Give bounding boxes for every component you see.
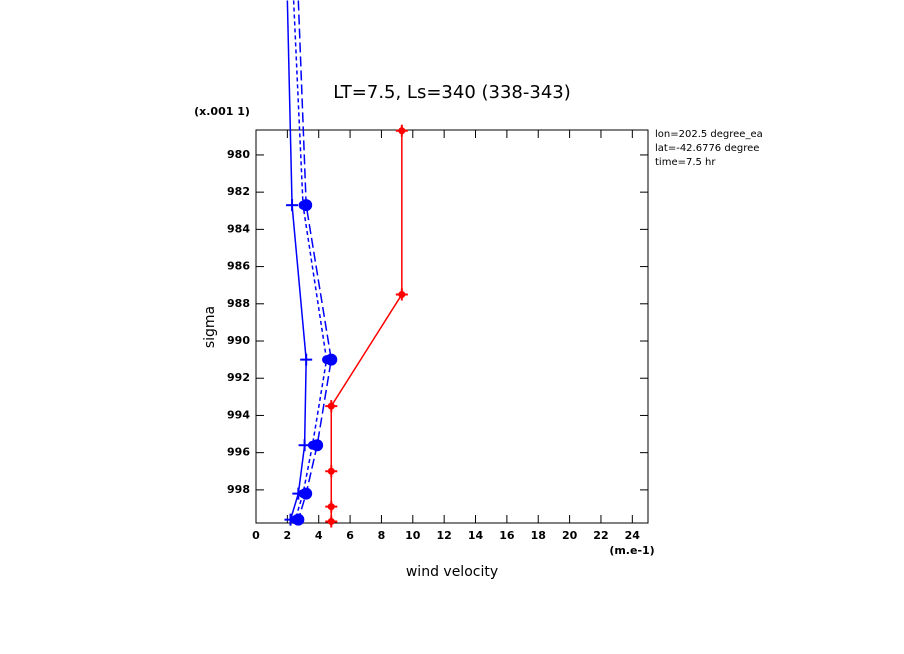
y-tick-label: 980 (227, 148, 250, 161)
y-scale-note: (x.001 1) (194, 105, 250, 118)
info-line: time=7.5 hr (655, 157, 716, 168)
plot-frame (255, 129, 649, 524)
x-tick-label: 0 (252, 529, 260, 542)
y-tick-label: 984 (227, 222, 250, 235)
x-tick-label: 24 (625, 529, 641, 542)
y-tick-label: 990 (227, 334, 250, 347)
series-line (292, 0, 328, 520)
marker (298, 489, 308, 499)
marker (322, 355, 332, 365)
y-tick-label: 994 (227, 408, 250, 421)
x-tick-label: 4 (315, 529, 323, 542)
marker (300, 353, 313, 366)
x-tick-label: 10 (405, 529, 421, 542)
y-tick-label: 998 (227, 483, 250, 496)
marker (325, 400, 338, 413)
x-tick-label: 22 (593, 529, 608, 542)
marker (307, 440, 317, 450)
marker (325, 515, 338, 528)
info-line: lat=-42.6776 degree (655, 143, 759, 154)
y-tick-label: 988 (227, 297, 250, 310)
y-tick-label: 982 (227, 185, 250, 198)
y-axis-label: sigma (202, 306, 218, 348)
x-tick-label: 8 (378, 529, 386, 542)
y-tick-label: 986 (227, 260, 250, 273)
x-tick-label: 16 (499, 529, 515, 542)
marker (395, 288, 408, 301)
y-tick-label: 996 (227, 446, 250, 459)
info-line: lon=202.5 degree_ea (655, 129, 763, 140)
x-tick-label: 6 (346, 529, 354, 542)
series-line (297, 0, 333, 520)
marker (395, 124, 408, 137)
x-tick-label: 18 (531, 529, 546, 542)
x-axis-label: wind velocity (406, 564, 498, 580)
marker (286, 199, 299, 212)
x-tick-label: 20 (562, 529, 578, 542)
chart-title: LT=7.5, Ls=340 (338-343) (333, 82, 571, 103)
series-line (330, 130, 403, 522)
marker (325, 465, 338, 478)
x-tick-label: 2 (284, 529, 292, 542)
x-units: (m.e-1) (609, 544, 654, 557)
marker (298, 200, 308, 210)
marker (325, 500, 338, 513)
series-line (286, 0, 307, 520)
x-tick-label: 14 (468, 529, 484, 542)
x-tick-label: 12 (437, 529, 452, 542)
marker (290, 515, 300, 525)
y-tick-label: 992 (227, 371, 250, 384)
